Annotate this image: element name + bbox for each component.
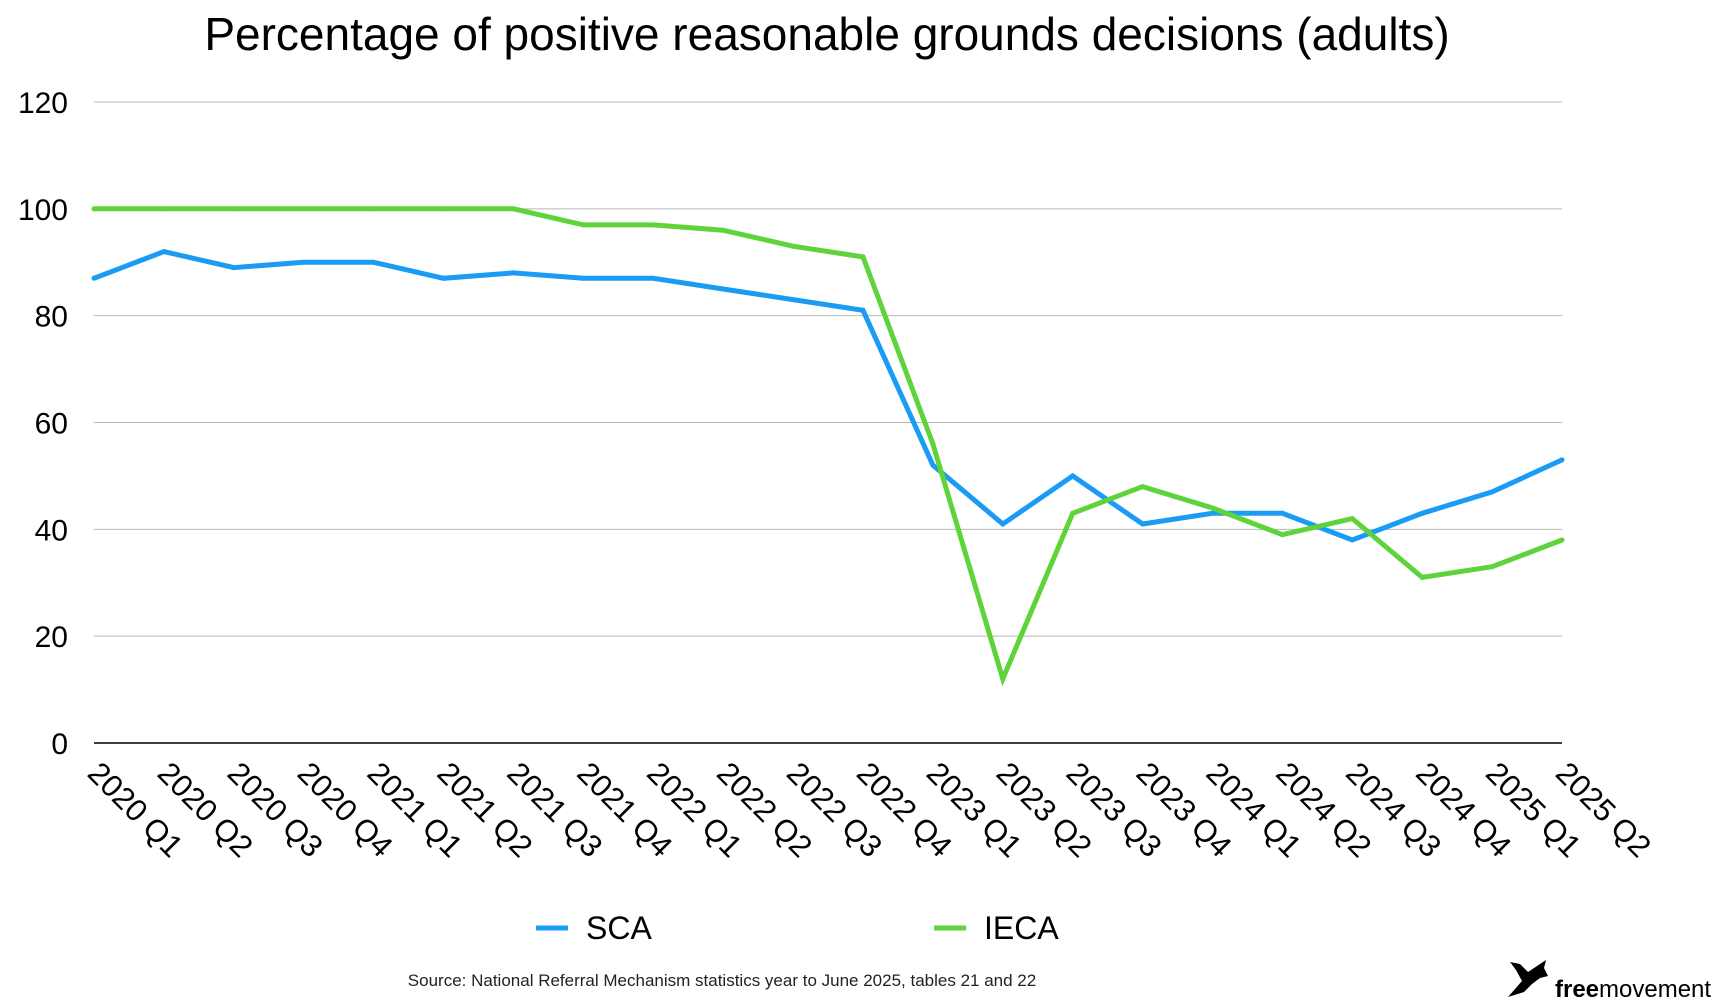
- bird-icon: [1508, 960, 1548, 997]
- data-point-sca: [1349, 537, 1355, 543]
- data-point-sca: [441, 275, 447, 281]
- series-lines: [91, 206, 1565, 687]
- data-point-sca: [161, 249, 167, 255]
- data-point-sca: [1489, 489, 1495, 495]
- data-point-sca: [1000, 521, 1006, 527]
- data-point-ieca: [580, 222, 586, 228]
- data-point-sca: [510, 270, 516, 276]
- data-point-ieca: [650, 222, 656, 228]
- data-point-sca: [650, 275, 656, 281]
- y-tick-label-60: 60: [35, 408, 68, 441]
- data-point-sca: [720, 286, 726, 292]
- data-point-ieca: [1070, 510, 1076, 516]
- data-point-sca: [790, 297, 796, 303]
- y-tick-label-0: 0: [51, 728, 68, 761]
- data-point-sca: [1209, 510, 1215, 516]
- y-tick-label-100: 100: [18, 194, 68, 227]
- data-point-ieca: [161, 206, 167, 212]
- data-point-sca: [1419, 510, 1425, 516]
- gridlines: [94, 101, 1562, 744]
- data-point-sca: [1279, 510, 1285, 516]
- data-point-ieca: [510, 206, 516, 212]
- freemovement-logo: freemovement: [1508, 960, 1711, 1003]
- data-point-sca: [860, 307, 866, 313]
- y-tick-label-80: 80: [35, 301, 68, 334]
- data-point-ieca: [441, 206, 447, 212]
- data-point-ieca: [930, 441, 936, 447]
- data-point-sca: [301, 259, 307, 265]
- legend-label-ieca: IECA: [984, 910, 1059, 946]
- data-point-ieca: [860, 254, 866, 260]
- data-point-ieca: [1419, 574, 1425, 580]
- data-point-ieca: [1349, 516, 1355, 522]
- svg-text:freemovement: freemovement: [1555, 976, 1711, 1003]
- logo-text-free: free: [1555, 976, 1599, 1003]
- data-point-sca: [930, 462, 936, 468]
- data-point-ieca: [1209, 505, 1215, 511]
- data-point-sca: [1140, 521, 1146, 527]
- y-axis-tick-labels: 0 20 40 60 80 100 120: [18, 87, 68, 761]
- series-line-sca: [93, 248, 1564, 543]
- data-point-sca: [1559, 457, 1565, 463]
- data-point-ieca: [1489, 564, 1495, 570]
- data-point-ieca: [91, 206, 97, 212]
- series-line-ieca: [94, 206, 1563, 687]
- data-point-ieca: [301, 206, 307, 212]
- data-point-ieca: [1559, 537, 1565, 543]
- data-point-ieca: [1279, 532, 1285, 538]
- data-point-sca: [580, 275, 586, 281]
- y-tick-label-120: 120: [18, 87, 68, 120]
- data-point-sca: [231, 265, 237, 271]
- data-point-ieca: [1000, 676, 1006, 682]
- data-point-sca: [91, 275, 97, 281]
- chart-title: Percentage of positive reasonable ground…: [204, 8, 1449, 60]
- y-tick-label-20: 20: [35, 621, 68, 654]
- data-point-ieca: [790, 243, 796, 249]
- data-point-ieca: [720, 227, 726, 233]
- source-note: Source: National Referral Mechanism stat…: [408, 971, 1036, 990]
- legend: SCA IECA: [536, 910, 1059, 946]
- data-point-sca: [1070, 473, 1076, 479]
- data-point-ieca: [371, 206, 377, 212]
- data-point-sca: [371, 259, 377, 265]
- data-point-ieca: [1140, 484, 1146, 490]
- data-point-ieca: [231, 206, 237, 212]
- legend-label-sca: SCA: [586, 910, 652, 946]
- logo-text-movement: movement: [1599, 976, 1711, 1003]
- y-tick-label-40: 40: [35, 514, 68, 547]
